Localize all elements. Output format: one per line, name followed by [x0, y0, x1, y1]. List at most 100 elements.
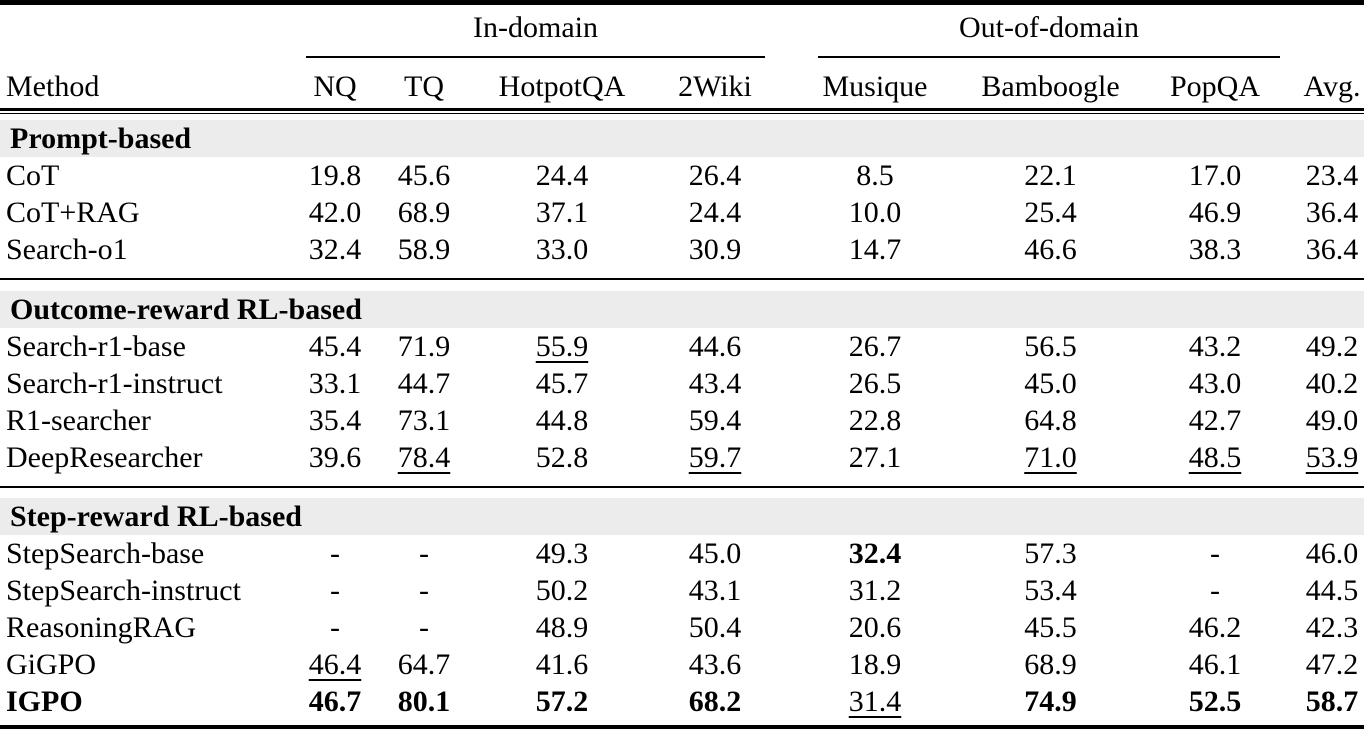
table-cell: 58.7 — [1305, 685, 1359, 718]
table-cell: 46.7 — [308, 685, 362, 718]
table-cell: 27.1 — [848, 440, 902, 474]
table-cell: 52.8 — [535, 440, 589, 474]
table-cell: 68.9 — [397, 196, 451, 229]
method-name: DeepResearcher — [6, 440, 203, 474]
table-cell: 74.9 — [1024, 685, 1077, 718]
section-header: Prompt-based — [0, 120, 1364, 157]
table-cell: 25.4 — [1024, 196, 1077, 229]
table-cell: 52.5 — [1188, 685, 1242, 718]
table-cell: 20.6 — [848, 611, 902, 644]
table-cell: 39.6 — [308, 440, 362, 474]
table-cell: 45.6 — [397, 159, 451, 192]
table-cell: 17.0 — [1188, 159, 1242, 192]
table-cell: 44.8 — [535, 403, 589, 437]
table-cell: 14.7 — [848, 233, 902, 266]
column-header-musique: Musique — [822, 70, 928, 103]
table-cell: 46.2 — [1188, 611, 1242, 644]
table-row: Search-o1 32.4 58.9 33.0 30.9 14.7 46.6 38.3 36.… — [0, 231, 1364, 268]
column-header-2wiki: 2Wiki — [678, 70, 752, 103]
table-cell: 46.9 — [1188, 196, 1242, 229]
section-separator-gap — [0, 268, 1364, 278]
top-rule — [0, 0, 1364, 5]
column-group-in-domain: In-domain — [473, 11, 598, 44]
column-header-nq: NQ — [313, 70, 357, 103]
column-header-tq: TQ — [404, 70, 444, 103]
table-cell: 68.9 — [1024, 648, 1077, 681]
table-cell: 43.6 — [688, 648, 742, 681]
table-cell: 64.8 — [1024, 403, 1077, 437]
table-cell: 53.4 — [1024, 574, 1077, 607]
table-cell: 73.1 — [397, 403, 451, 437]
bottom-rule — [0, 725, 1364, 729]
table-cell: 45.4 — [308, 329, 362, 363]
table-cell: 38.3 — [1188, 233, 1242, 266]
column-header-method: Method — [6, 70, 100, 103]
table-cell: 36.4 — [1305, 196, 1359, 229]
table-cell: 49.2 — [1305, 329, 1359, 363]
column-header-hotpotqa: HotpotQA — [498, 70, 626, 103]
table-body: Prompt-based CoT 19.8 45.6 24.4 26.4 8.5 22.1 17… — [0, 120, 1364, 720]
table-cell: 33.0 — [535, 233, 589, 266]
table-cell: 46.1 — [1188, 648, 1242, 681]
table-cell: - — [330, 537, 340, 570]
table-row: Search-r1-instruct 33.1 44.7 45.7 43.4 26.5 45… — [0, 365, 1364, 402]
table-cell: 26.5 — [848, 366, 902, 400]
table-row: ReasoningRAG - - 48.9 50.4 20.6 45.5 46.2 42.3 — [0, 609, 1364, 646]
table-row: CoT+RAG 42.0 68.9 37.1 24.4 10.0 25.4 46.9 36.4 — [0, 194, 1364, 231]
table-cell: 53.9 — [1305, 440, 1359, 474]
table-cell: 44.6 — [688, 329, 742, 363]
table-cell: 23.4 — [1305, 159, 1359, 192]
column-header-popqa: PopQA — [1169, 70, 1260, 103]
table-cell: 57.3 — [1024, 537, 1077, 570]
table-row: CoT 19.8 45.6 24.4 26.4 8.5 22.1 17.0 23.4 — [0, 157, 1364, 194]
method-name: StepSearch-instruct — [6, 574, 241, 607]
method-name: Search-r1-base — [6, 329, 186, 363]
out-of-domain-group-rule — [818, 56, 1280, 58]
table-cell: 32.4 — [848, 537, 902, 570]
table-cell: 31.2 — [848, 574, 902, 607]
table-cell: 30.9 — [688, 233, 742, 266]
section-header: Step-reward RL-based — [0, 498, 1364, 535]
table-cell: 55.9 — [535, 329, 589, 363]
table-cell: 59.4 — [688, 403, 742, 437]
table-cell: 45.5 — [1024, 611, 1077, 644]
table-cell: 40.2 — [1305, 366, 1359, 400]
method-name: CoT+RAG — [6, 196, 140, 229]
table-cell: 10.0 — [848, 196, 902, 229]
table-cell: 22.8 — [848, 403, 902, 437]
section-separator-rule — [0, 485, 1364, 488]
table-cell: 35.4 — [308, 403, 362, 437]
table-cell: 80.1 — [397, 685, 451, 718]
column-header-bamboogle: Bamboogle — [981, 70, 1120, 103]
method-name: GiGPO — [6, 648, 97, 681]
table-cell: 42.3 — [1305, 611, 1359, 644]
method-name: IGPO — [6, 685, 83, 718]
table-cell: - — [1210, 574, 1220, 607]
table-cell: 45.0 — [688, 537, 742, 570]
section-header: Outcome-reward RL-based — [0, 290, 1364, 328]
method-name: CoT — [6, 159, 60, 192]
table-cell: 59.7 — [688, 440, 742, 474]
table-cell: 31.4 — [848, 685, 902, 718]
method-name: Search-r1-instruct — [6, 366, 223, 400]
table-cell: - — [419, 574, 429, 607]
column-group-out-of-domain: Out-of-domain — [959, 11, 1139, 44]
method-name: StepSearch-base — [6, 537, 205, 570]
table-cell: 19.8 — [308, 159, 362, 192]
table-cell: 36.4 — [1305, 233, 1359, 266]
table-cell: 43.4 — [688, 366, 742, 400]
table-cell: 26.4 — [688, 159, 742, 192]
column-header-avg: Avg. — [1303, 70, 1361, 103]
table-cell: 41.6 — [535, 648, 589, 681]
table-cell: 46.0 — [1305, 537, 1359, 570]
column-header-row: Method NQ TQ HotpotQA 2Wiki Musique Bamb… — [0, 57, 1364, 108]
table-cell: 32.4 — [308, 233, 362, 266]
table-cell: 58.9 — [397, 233, 451, 266]
in-domain-group-rule — [306, 56, 765, 58]
table-cell: - — [330, 574, 340, 607]
table-cell: 78.4 — [397, 440, 451, 474]
table-header: In-domain Out-of-domain Method NQ TQ Hot… — [0, 5, 1364, 108]
table-cell: 64.7 — [397, 648, 451, 681]
table-cell: 42.0 — [308, 196, 362, 229]
method-name: ReasoningRAG — [6, 611, 196, 644]
